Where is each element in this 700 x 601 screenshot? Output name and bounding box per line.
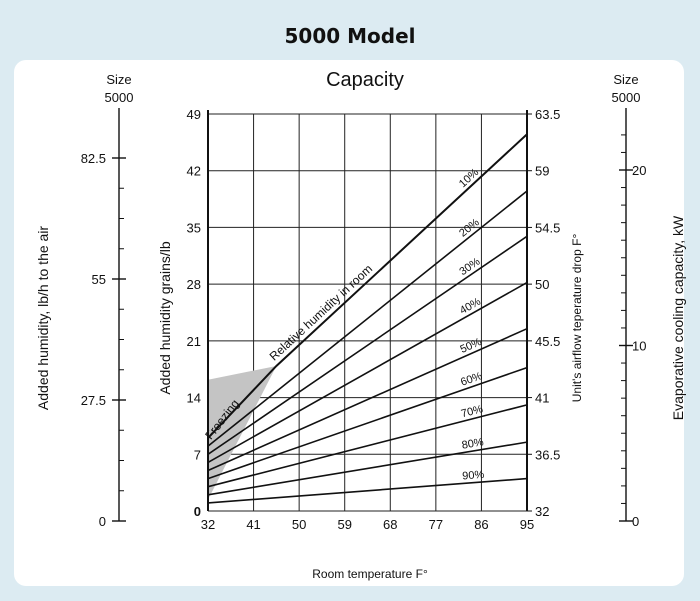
y-tick-label-1: 7 — [194, 447, 201, 462]
y-axis-label: Added humidity grains/lb — [157, 241, 173, 395]
series-line-1 — [207, 133, 528, 439]
series-line-9 — [207, 477, 528, 504]
series-line-8 — [207, 441, 528, 496]
left-scale-ticks: 0 27.5 55 82.5 — [81, 151, 126, 529]
x-axis-label: Room temperature F° — [312, 567, 428, 581]
y-tick-label-5: 35 — [187, 220, 201, 235]
model-title: 5000 Model — [284, 24, 416, 48]
left-scale-tick-label-0: 0 — [99, 514, 106, 529]
y-tick-label-4: 28 — [187, 277, 201, 292]
series-line-6 — [207, 366, 528, 480]
left-scale-header-model: 5000 — [105, 90, 134, 105]
chart-card — [14, 60, 684, 586]
series-line-3 — [207, 235, 528, 455]
y-tick-label-3: 21 — [187, 334, 201, 349]
x-tick-label-4: 68 — [383, 517, 397, 532]
x-tick-label-0: 32 — [201, 517, 215, 532]
x-tick-label-5: 77 — [429, 517, 443, 532]
right-scale-label: Evaporative cooling capacity, kW — [670, 215, 686, 420]
plot-area: Freezing10%20%30%40%50%60%70%80%90%Relat… — [187, 107, 561, 532]
series-line-5 — [207, 327, 528, 472]
left-scale-tick-label-3: 82.5 — [81, 151, 106, 166]
x-tick-label-7: 95 — [520, 517, 534, 532]
left-scale-label: Added humidity, lb/h to the air — [35, 226, 51, 411]
x-tick-label-3: 59 — [337, 517, 351, 532]
rh-label: Relative humidity in room — [267, 262, 375, 364]
series-line-7 — [207, 404, 528, 488]
right-scale-header-size: Size — [613, 72, 638, 87]
x-tick-label-6: 86 — [474, 517, 488, 532]
x-tick-label-2: 50 — [292, 517, 306, 532]
right-tick-label-3: 45.5 — [535, 334, 560, 349]
series-line-2 — [207, 190, 528, 447]
y-tick-label-2: 14 — [187, 391, 201, 406]
y-tick-label-6: 42 — [187, 164, 201, 179]
right-tick-label-1: 36.5 — [535, 447, 560, 462]
x-tick-label-1: 41 — [246, 517, 260, 532]
chart-title: Capacity — [326, 69, 404, 91]
right-axis-label: Unit's airflow teperature drop F° — [570, 234, 584, 403]
right-tick-label-6: 59 — [535, 164, 549, 179]
right-tick-label-4: 50 — [535, 277, 549, 292]
right-tick-label-7: 63.5 — [535, 107, 560, 122]
left-scale-header-size: Size — [106, 72, 131, 87]
y-tick-label-0: 0 — [194, 504, 201, 519]
left-scale-tick-label-2: 55 — [92, 272, 106, 287]
right-tick-label-2: 41 — [535, 391, 549, 406]
right-tick-label-5: 54.5 — [535, 220, 560, 235]
series-label-6: 60% — [459, 370, 484, 389]
series-label-9: 90% — [462, 469, 485, 483]
right-tick-label-0: 32 — [535, 504, 549, 519]
freezing-region — [208, 365, 277, 500]
right-scale-ticks: 0 10 20 — [619, 134, 646, 529]
right-scale-tick-label-1: 10 — [632, 339, 646, 354]
series-label-7: 70% — [460, 403, 485, 420]
y-tick-label-7: 49 — [187, 107, 201, 122]
right-scale-header-model: 5000 — [612, 90, 641, 105]
series-label-8: 80% — [461, 436, 485, 451]
series-line-4 — [207, 281, 528, 464]
right-scale-tick-label-2: 20 — [632, 163, 646, 178]
right-scale-tick-label-0: 0 — [632, 514, 639, 529]
left-scale-tick-label-1: 27.5 — [81, 393, 106, 408]
